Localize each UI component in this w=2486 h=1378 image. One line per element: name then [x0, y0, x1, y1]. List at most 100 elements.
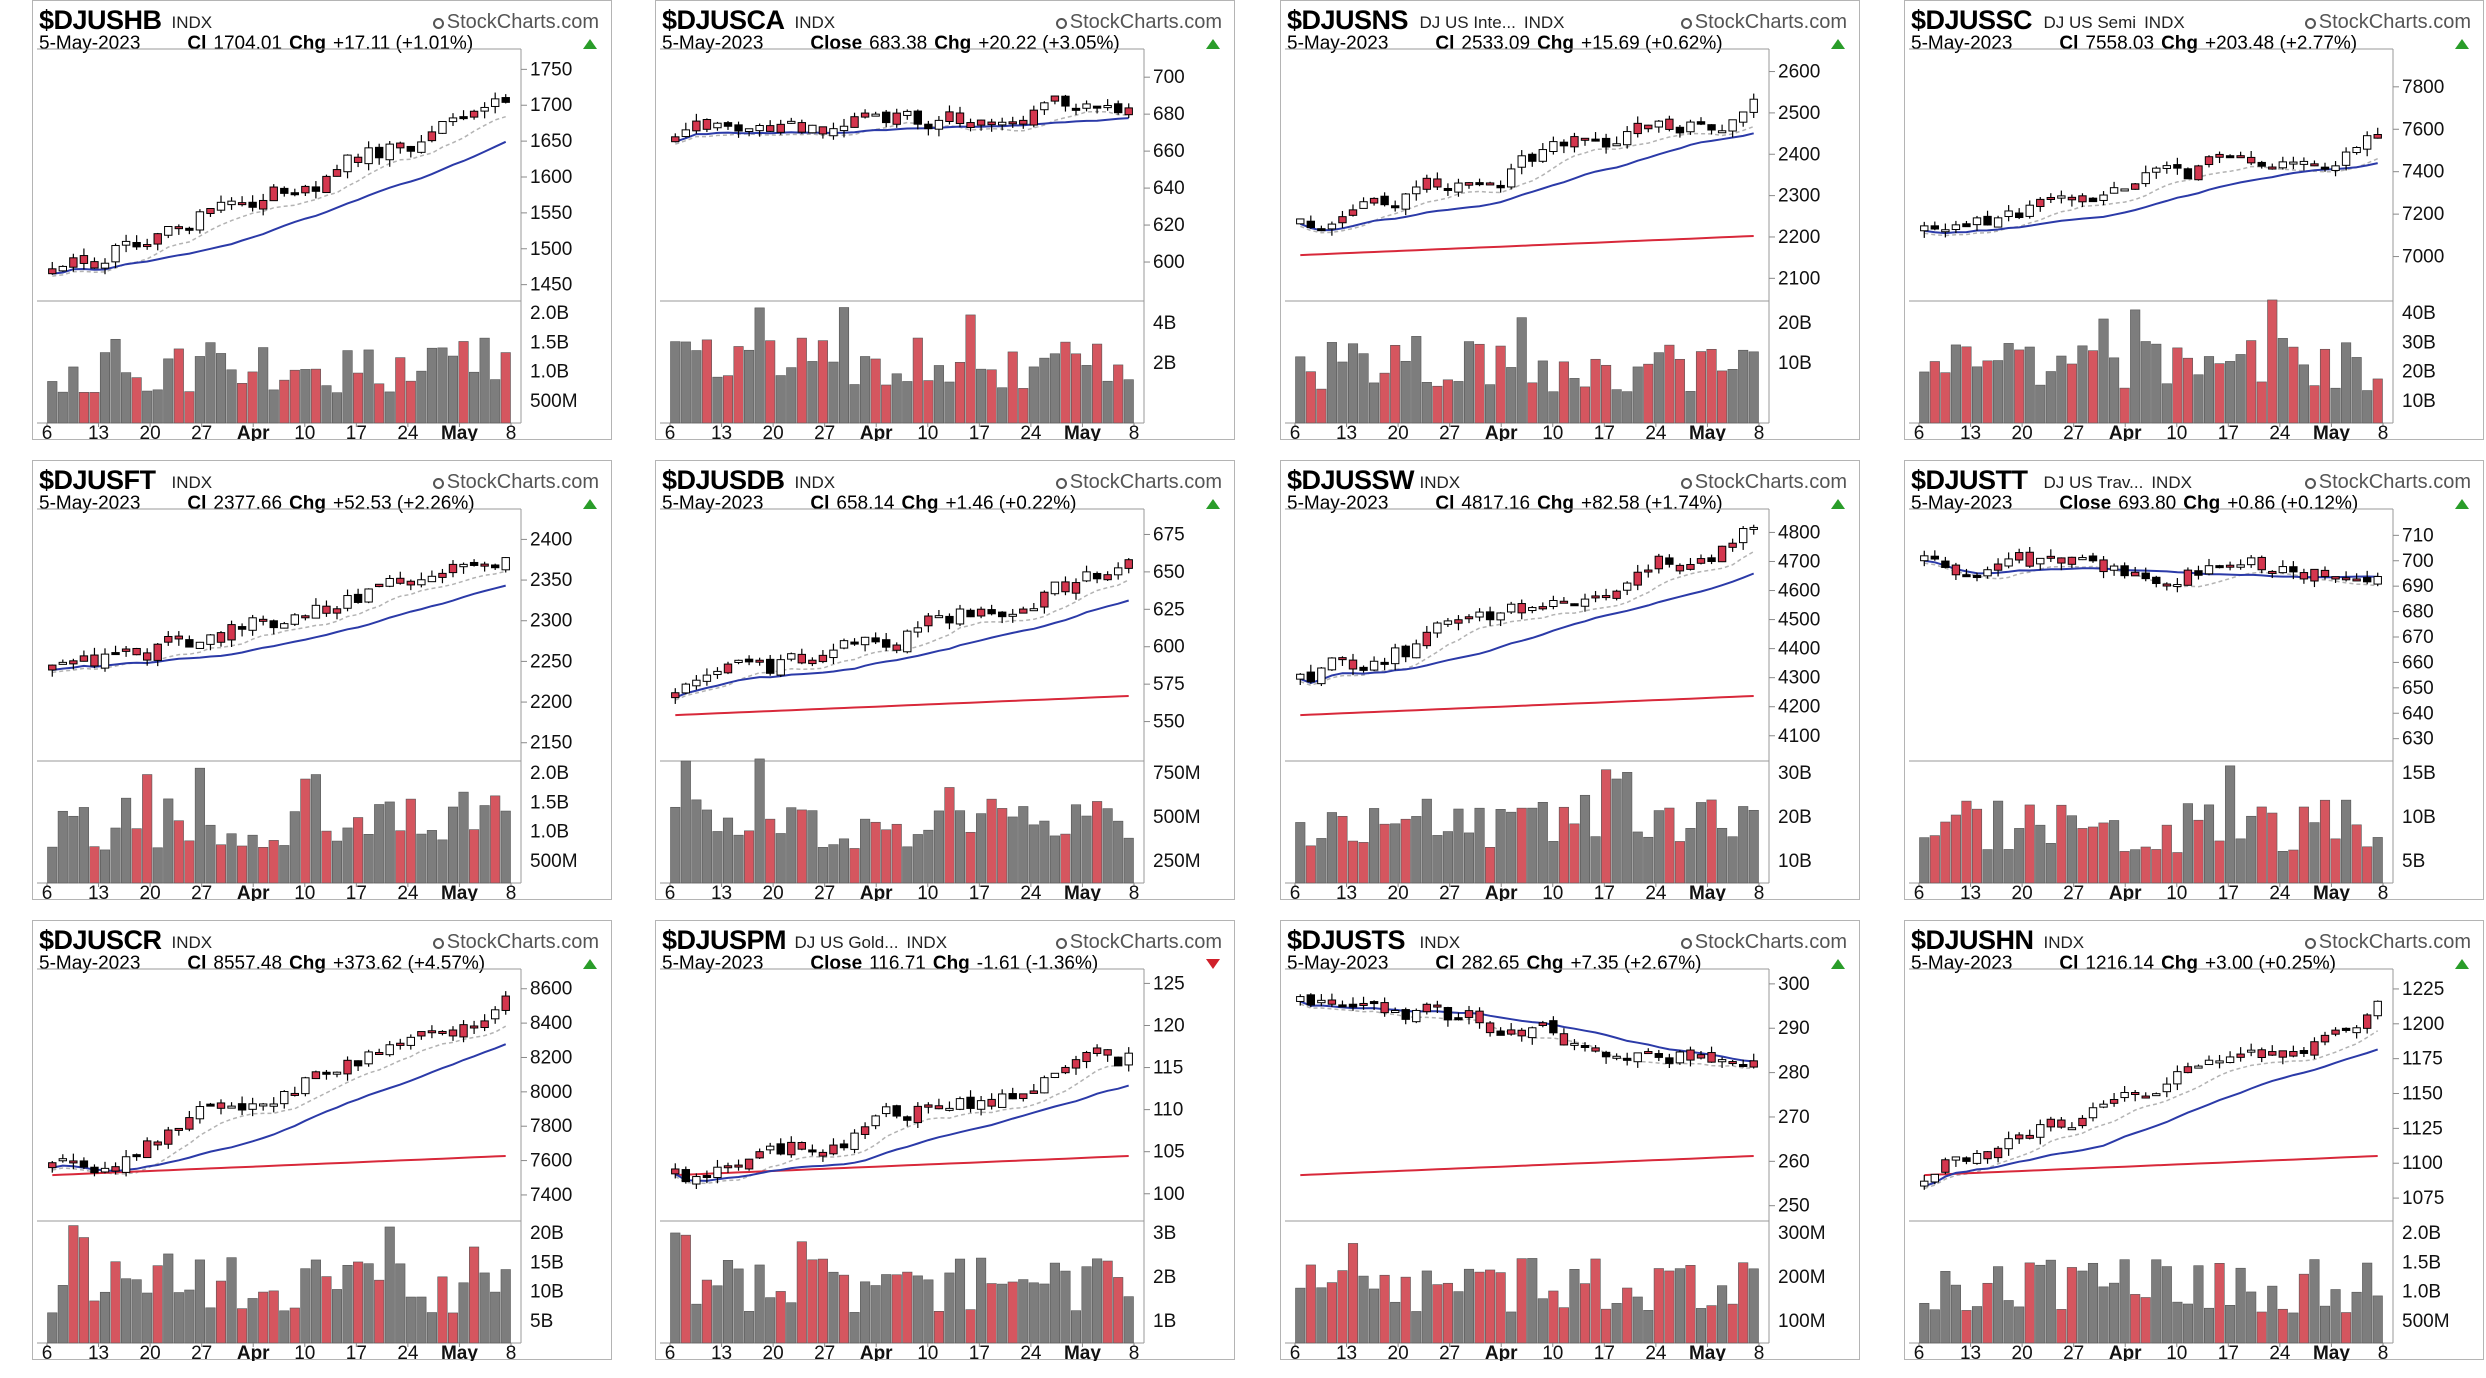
- volume-bar: [765, 340, 776, 424]
- candle-body: [1962, 1157, 1971, 1162]
- x-tick-label: 20: [140, 883, 161, 901]
- candle-body: [469, 561, 479, 566]
- candle-body: [448, 117, 458, 123]
- volume-tick-label: 2.0B: [530, 303, 569, 324]
- chart-panel[interactable]: $DJUSTT DJ US Trav... INDX StockCharts.com 5…: [1904, 460, 2484, 901]
- candle: [2004, 1131, 2013, 1156]
- candle: [903, 1115, 912, 1127]
- candle-body: [501, 995, 510, 1011]
- volume-tick-label: 2B: [1153, 1267, 1176, 1288]
- volume-bar: [1516, 807, 1527, 884]
- chart-panel[interactable]: $DJUSCR INDX StockCharts.com 5-May-2023 Cl 85…: [32, 920, 612, 1361]
- candle-body: [723, 122, 733, 127]
- candle: [438, 121, 447, 134]
- candle-body: [755, 1151, 764, 1159]
- candle: [237, 196, 247, 207]
- volume-bar: [1706, 799, 1717, 884]
- y-tick-label: 105: [1153, 1142, 1185, 1163]
- x-tick-label: 13: [1960, 423, 1981, 441]
- candle-body: [1686, 563, 1695, 570]
- candle: [121, 1150, 131, 1177]
- volume-bar: [912, 337, 923, 424]
- candle-body: [997, 611, 1007, 618]
- candle-body: [385, 577, 394, 587]
- volume-bar: [1685, 391, 1696, 424]
- candle-body: [1654, 1053, 1664, 1058]
- x-tick-label: 10: [917, 883, 938, 901]
- x-tick-label: 17: [2218, 883, 2239, 901]
- up-arrow-icon: [583, 959, 597, 969]
- volume-tick-label: 30B: [2402, 332, 2436, 353]
- stockcharts-watermark: StockCharts.com: [2304, 11, 2471, 34]
- volume-bar: [500, 352, 511, 424]
- volume-bar: [2372, 378, 2383, 424]
- volume-bar: [712, 1285, 723, 1344]
- candle-body: [903, 630, 912, 653]
- y-tick-label: 250: [1778, 1196, 1810, 1217]
- candle: [787, 1136, 796, 1158]
- chart-panel[interactable]: $DJUSSW INDX StockCharts.com 5-May-2023 Cl 48…: [1280, 460, 1860, 901]
- volume-bar: [68, 366, 79, 424]
- candle: [206, 634, 215, 651]
- candle-body: [1380, 195, 1389, 206]
- chart-panel[interactable]: $DJUSDB INDX StockCharts.com 5-May-2023 Cl 65…: [655, 460, 1235, 901]
- copyright-icon: [1680, 18, 1692, 29]
- candle-body: [2352, 146, 2361, 154]
- volume-bar: [279, 379, 290, 424]
- candle: [185, 226, 194, 235]
- volume-bar: [469, 829, 480, 884]
- candle: [332, 605, 342, 620]
- candle: [924, 613, 933, 633]
- candle: [301, 614, 310, 621]
- candle: [258, 1103, 268, 1111]
- candle-body: [121, 648, 131, 652]
- candle: [48, 1160, 57, 1173]
- volume-bar: [817, 1258, 828, 1344]
- volume-bar: [1092, 801, 1103, 884]
- volume-bar: [99, 352, 111, 424]
- chart-panel[interactable]: $DJUSSC DJ US Semi INDX StockCharts.com 5-Ma…: [1904, 0, 2484, 441]
- volume-bar: [1070, 804, 1082, 884]
- chart-panel[interactable]: $DJUSNS DJ US Inte... INDX StockCharts.com 5…: [1280, 0, 1860, 441]
- y-tick-label: 1200: [2402, 1014, 2444, 1035]
- volume-bar: [817, 847, 828, 884]
- x-tick-label: May: [441, 423, 478, 441]
- volume-tick-label: 1.5B: [530, 332, 569, 353]
- volume-bar: [1400, 360, 1411, 424]
- ticker-symbol: $DJUSPM: [662, 925, 787, 955]
- candle: [734, 121, 743, 138]
- volume-bar: [1971, 1306, 1983, 1344]
- volume-bar: [121, 797, 132, 884]
- candle: [913, 109, 923, 130]
- chart-panel[interactable]: $DJUSPM DJ US Gold... INDX StockCharts.com 5…: [655, 920, 1235, 1361]
- candle-body: [2246, 156, 2256, 164]
- volume-bar: [1049, 1262, 1060, 1344]
- volume-bar: [1421, 1270, 1432, 1344]
- candle: [79, 1157, 89, 1170]
- candle-body: [2141, 1095, 2150, 1099]
- chart-panel[interactable]: $DJUSHN INDX StockCharts.com 5-May-2023 Cl 12…: [1904, 920, 2484, 1361]
- volume-bar: [2351, 824, 2362, 884]
- chart-panel[interactable]: $DJUSTS INDX StockCharts.com 5-May-2023 Cl 28…: [1280, 920, 1860, 1361]
- candle: [955, 1096, 965, 1111]
- candle: [997, 1089, 1007, 1108]
- volume-bar: [954, 810, 966, 884]
- volume-bar: [786, 1302, 797, 1344]
- candle-body: [1528, 1027, 1537, 1039]
- chart-panel[interactable]: $DJUSFT INDX StockCharts.com 5-May-2023 Cl 23…: [32, 460, 612, 901]
- candle: [111, 645, 120, 656]
- chart-panel[interactable]: $DJUSHB INDX StockCharts.com 5-May-2023 Cl 17…: [32, 0, 612, 441]
- candle-body: [2320, 166, 2330, 170]
- volume-bar: [2341, 799, 2352, 884]
- x-tick-label: 20: [140, 1343, 161, 1361]
- candle-body: [1930, 555, 1940, 560]
- volume-bar: [99, 849, 111, 884]
- candle-body: [2299, 572, 2309, 580]
- chart-panel[interactable]: $DJUSCA INDX StockCharts.com 5-May-2023 Clos…: [655, 0, 1235, 441]
- stockcharts-watermark: StockCharts.com: [1055, 931, 1222, 954]
- volume-bar: [1028, 824, 1039, 884]
- x-tick-label: May: [1064, 883, 1101, 901]
- volume-bar: [426, 830, 437, 884]
- x-tick-label: 20: [1388, 883, 1409, 901]
- candle: [1296, 994, 1305, 1006]
